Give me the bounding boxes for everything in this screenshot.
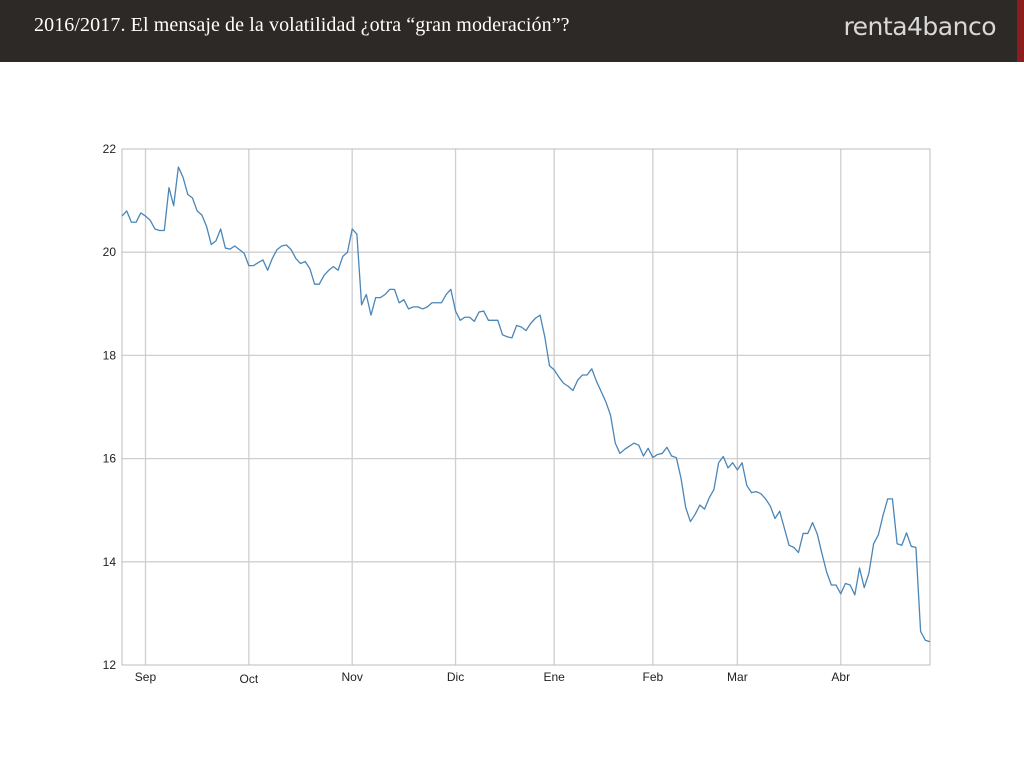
x-tick-label: Oct bbox=[240, 672, 259, 686]
x-tick-label: Sep bbox=[135, 670, 157, 684]
grid bbox=[122, 149, 930, 665]
slide-title: 2016/2017. El mensaje de la volatilidad … bbox=[34, 14, 570, 36]
y-axis: 12 14 16 18 20 22 bbox=[103, 142, 117, 672]
x-tick-label: Feb bbox=[642, 670, 663, 684]
brand-logo: renta4banco bbox=[843, 12, 996, 41]
y-tick-label: 22 bbox=[103, 142, 117, 156]
y-tick-label: 16 bbox=[103, 452, 117, 466]
y-tick-label: 18 bbox=[103, 348, 117, 362]
series-line bbox=[121, 166, 931, 643]
y-tick-label: 20 bbox=[103, 245, 117, 259]
title-bar: 2016/2017. El mensaje de la volatilidad … bbox=[0, 0, 1024, 62]
plot-frame bbox=[121, 148, 931, 666]
header-accent-bar bbox=[1017, 0, 1024, 62]
x-tick-label: Mar bbox=[727, 670, 748, 684]
x-tick-label: Ene bbox=[544, 670, 566, 684]
x-tick-label: Dic bbox=[447, 670, 464, 684]
x-tick-label: Abr bbox=[831, 670, 850, 684]
y-tick-label: 12 bbox=[103, 658, 117, 672]
y-tick-label: 14 bbox=[103, 555, 117, 569]
x-axis: Sep Oct Nov Dic Ene Feb Mar Abr bbox=[135, 670, 850, 686]
x-tick-label: Nov bbox=[342, 670, 363, 684]
series-layer bbox=[121, 166, 931, 643]
